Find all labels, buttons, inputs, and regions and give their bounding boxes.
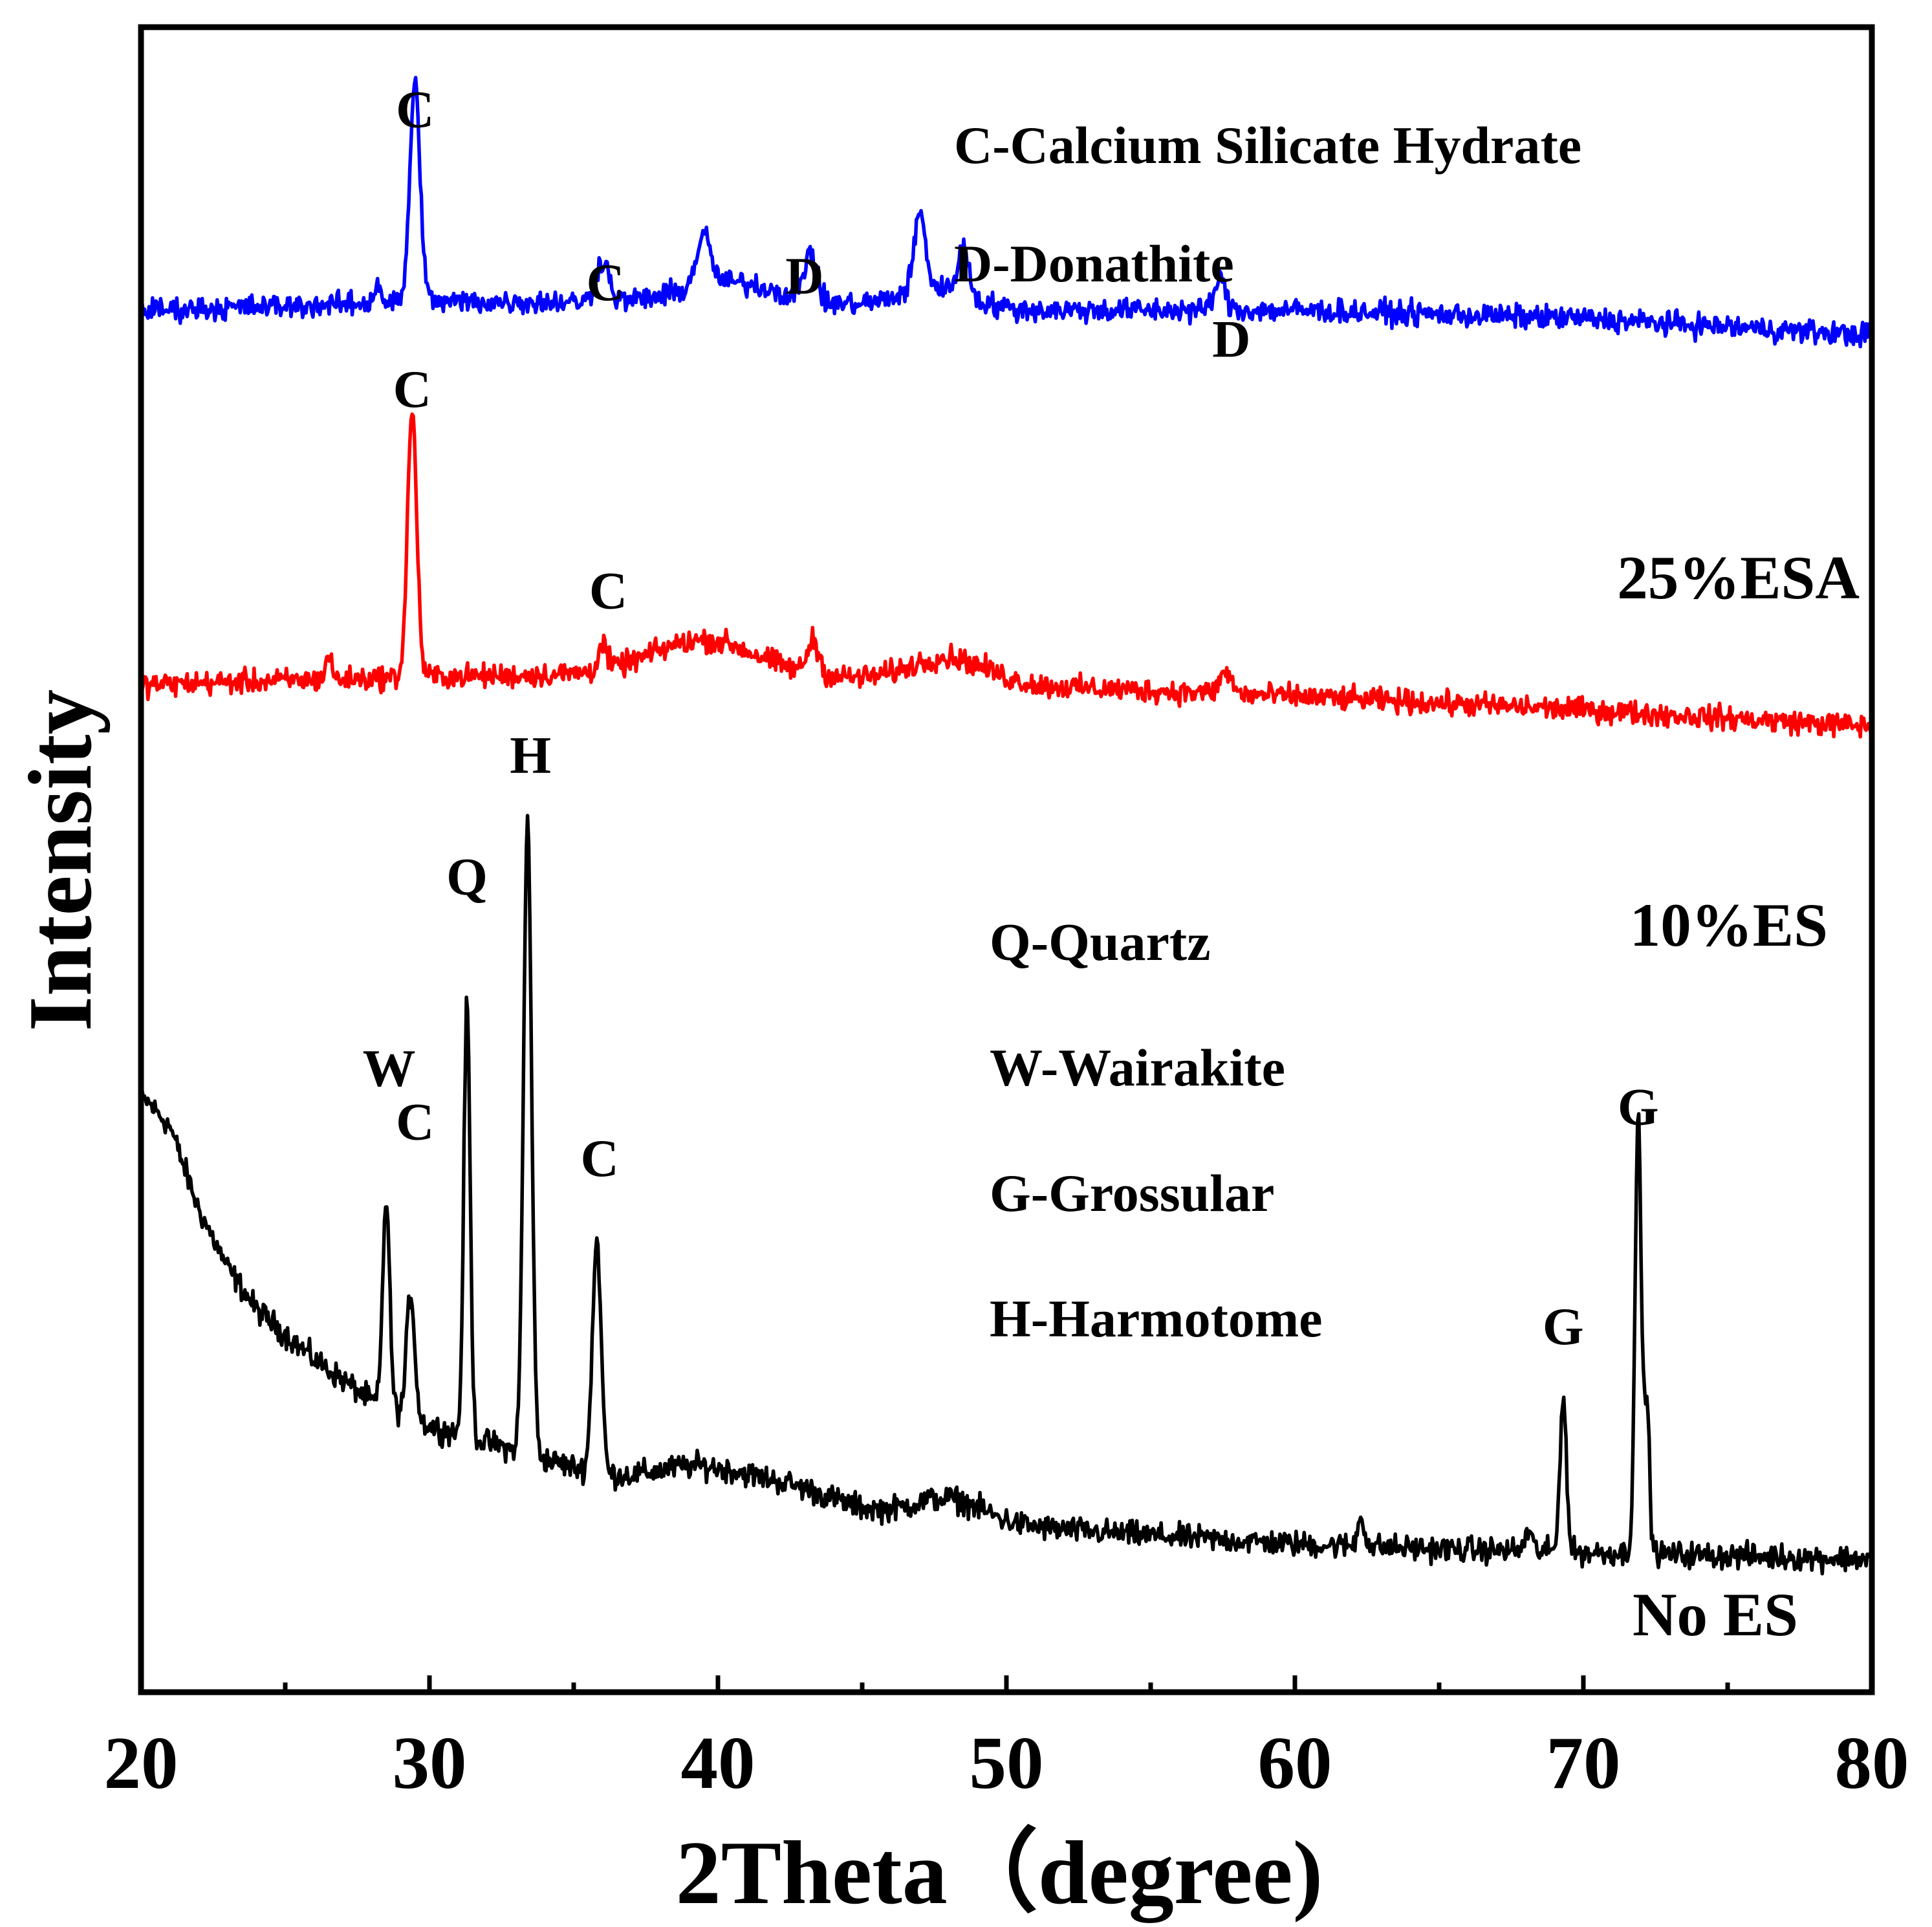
series-label-no-es: No ES — [1633, 1580, 1798, 1649]
series-line-10-es — [139, 412, 1872, 739]
legend-lower-line-3: G-Grossular — [990, 1164, 1274, 1223]
x-tick-label-40: 40 — [681, 1722, 755, 1804]
peak-label-c-4: C — [393, 360, 431, 419]
legend-upper-line-2: D-Donathite — [954, 234, 1234, 293]
y-axis-title: Intensity — [10, 690, 111, 1032]
legend-upper-line-1: C-Calcium Silicate Hydrate — [954, 116, 1581, 175]
series-label-25esa: 25%ESA — [1617, 543, 1860, 612]
peak-label-w-8: W — [363, 1039, 416, 1098]
peak-label-g-12: G — [1543, 1297, 1584, 1356]
x-tick-label-70: 70 — [1547, 1722, 1621, 1804]
x-axis-tick-labels: 20 30 40 50 60 70 80 — [104, 1722, 1909, 1804]
x-tick-label-20: 20 — [104, 1722, 179, 1804]
x-tick-label-80: 80 — [1835, 1722, 1909, 1804]
x-axis-title: 2Theta（degree) — [676, 1823, 1323, 1923]
peak-label-d-2: D — [785, 246, 823, 305]
peak-label-h-6: H — [510, 726, 551, 785]
legend-lower-line-1: Q-Quartz — [990, 913, 1211, 972]
legend-lower-line-2: W-Wairakite — [990, 1038, 1285, 1097]
peak-label-c-1: C — [586, 253, 624, 312]
peak-label-q-7: Q — [446, 847, 488, 906]
x-tick-label-30: 30 — [393, 1722, 467, 1804]
peak-label-g-11: G — [1618, 1077, 1659, 1136]
series-layer — [139, 76, 1872, 1576]
legend-lower-line-4: H-Harmotome — [990, 1289, 1323, 1348]
series-line-no-es — [139, 814, 1872, 1576]
peak-label-d-3: D — [1212, 310, 1250, 369]
peak-label-c-10: C — [581, 1129, 619, 1188]
x-tick-label-60: 60 — [1258, 1722, 1332, 1804]
series-line-25-esa — [139, 76, 1872, 349]
peak-label-c-0: C — [396, 80, 434, 138]
x-tick-label-50: 50 — [970, 1722, 1044, 1804]
series-label-10es: 10%ES — [1630, 891, 1828, 959]
x-axis-ticks — [138, 1675, 1874, 1692]
peak-label-c-5: C — [589, 561, 627, 620]
peak-label-c-9: C — [396, 1092, 434, 1151]
